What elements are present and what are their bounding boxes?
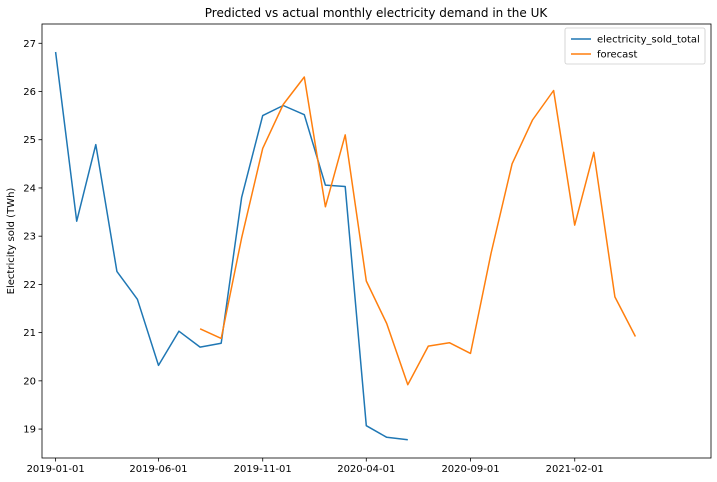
x-tick-label: 2019-01-01 [27, 464, 85, 475]
y-axis-label: Electricity sold (TWh) [6, 188, 17, 295]
x-tick-label: 2021-02-01 [546, 464, 604, 475]
legend: electricity_sold_total forecast [564, 27, 706, 65]
y-tick-label: 27 [23, 39, 36, 50]
y-tick-label: 23 [23, 232, 36, 243]
series-layer [54, 51, 637, 441]
legend-label: forecast [597, 50, 638, 61]
legend-label: electricity_sold_total [597, 35, 700, 46]
x-tick-label: 2020-09-01 [441, 464, 499, 475]
x-axis-ticks: 2019-01-01 2019-06-01 2019-11-01 2020-04-01… [27, 458, 604, 475]
chart-title: Predicted vs actual monthly electricity … [205, 6, 549, 20]
legend-box [564, 27, 706, 65]
x-tick-label: 2019-11-01 [234, 464, 292, 475]
y-tick-label: 25 [23, 135, 36, 146]
x-tick-label: 2019-06-01 [129, 464, 187, 475]
y-tick-label: 19 [23, 425, 36, 436]
y-tick-label: 22 [23, 280, 36, 291]
y-tick-label: 20 [23, 376, 36, 387]
y-axis-ticks: 19 20 21 22 23 24 25 26 27 [23, 39, 42, 436]
series-line-forecast [199, 76, 637, 386]
plot-area-frame [41, 23, 712, 459]
y-tick-label: 24 [23, 183, 36, 194]
series-line-electricity-sold-total [54, 51, 408, 441]
x-tick-label: 2020-04-01 [337, 464, 395, 475]
y-tick-label: 21 [23, 328, 36, 339]
y-tick-label: 26 [23, 87, 36, 98]
